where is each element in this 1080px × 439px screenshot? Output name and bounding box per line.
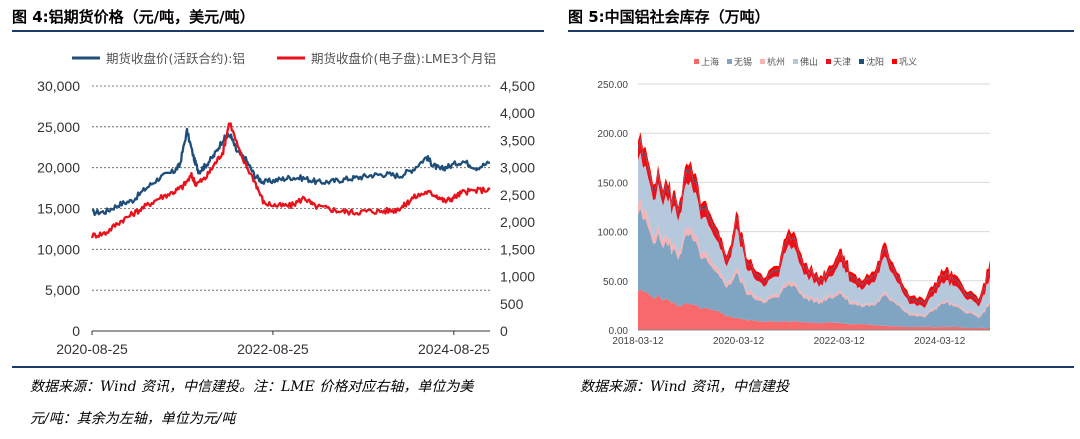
area-佛山 (638, 152, 990, 317)
x-tick-label: 2024-03-12 (914, 336, 966, 347)
y-right-tick-label: 1,000 (500, 269, 535, 285)
legend-label: 期货收盘价(电子盘):LME3个月铝 (311, 51, 496, 66)
legend-swatch (892, 59, 897, 64)
legend-label: 天津 (833, 57, 851, 68)
y-tick-label: 100.00 (597, 228, 628, 239)
y-right-tick-label: 0 (500, 323, 508, 339)
y-tick-label: 200.00 (597, 129, 628, 140)
y-left-tick-label: 25,000 (37, 119, 80, 135)
legend-label: 期货收盘价(活跃合约):铝 (106, 51, 245, 66)
legend-label: 沈阳 (866, 56, 884, 68)
legend-swatch (826, 59, 831, 64)
y-left-tick-label: 15,000 (37, 201, 80, 217)
legend-label: 佛山 (800, 56, 818, 68)
y-tick-label: 150.00 (597, 178, 628, 189)
y-right-tick-label: 3,500 (500, 132, 535, 148)
area-天津 (638, 140, 990, 308)
y-left-tick-label: 0 (72, 323, 80, 339)
legend-swatch (727, 59, 732, 64)
aluminium-futures-price-chart: 0 5,000 10,000 15,000 20,000 25,000 30,000 0 500… (37, 51, 535, 357)
y-left-tick-label: 5,000 (45, 282, 80, 298)
y-right-tick-label: 2,500 (500, 187, 535, 203)
right-title-rule (568, 30, 1074, 32)
y-tick-label: 0.00 (609, 326, 629, 337)
bottom-rule (12, 366, 1074, 368)
legend-swatch (694, 59, 699, 64)
y-right-tick-label: 500 (500, 296, 524, 312)
right-source-note: 数据来源：Wind 资讯，中信建投 (580, 379, 790, 395)
y-right-tick-label: 4,500 (500, 78, 535, 94)
x-tick-label: 2022-03-12 (814, 336, 866, 347)
legend-label: 上海 (701, 56, 719, 68)
y-right-tick-label: 1,500 (500, 241, 535, 257)
y-left-tick-label: 10,000 (37, 241, 80, 257)
left-source-note-line1: 数据来源：Wind 资讯，中信建投。注：LME 价格对应右轴，单位为美 (30, 379, 474, 395)
area-杭州 (638, 198, 990, 319)
aluminium-social-inventory-chart: 0.00 50.00 100.00 150.00 200.00 250.00 2018-03… (597, 56, 990, 347)
y-left-tick-label: 30,000 (37, 78, 80, 94)
left-title-rule (12, 30, 544, 32)
right-figure-title: 图 5:中国铝社会库存（万吨） (568, 8, 770, 26)
x-tick-label: 2024-08-25 (418, 341, 490, 357)
legend-label: 杭州 (767, 56, 785, 68)
y-right-tick-label: 2,000 (500, 214, 535, 230)
y-left-tick-label: 20,000 (37, 160, 80, 176)
area-上海 (638, 289, 990, 330)
y-right-tick-label: 4,000 (500, 105, 535, 121)
y-tick-label: 250.00 (597, 80, 628, 91)
series-line-shfe-aluminium (91, 127, 491, 217)
series-line-lme-aluminium (90, 122, 491, 239)
y-right-tick-label: 3,000 (500, 160, 535, 176)
legend-label: 无锡 (734, 57, 752, 68)
y-tick-label: 50.00 (603, 277, 628, 288)
x-tick-label: 2020-03-12 (713, 336, 765, 347)
left-source-note-line2: 元/吨：其余为左轴，单位为元/吨 (30, 411, 236, 427)
x-tick-label: 2018-03-12 (612, 336, 664, 347)
legend-swatch (760, 59, 765, 64)
x-tick-label: 2022-08-25 (237, 341, 309, 357)
x-tick-label: 2020-08-25 (56, 341, 128, 357)
area-无锡 (638, 208, 990, 329)
legend-swatch (793, 59, 798, 64)
legend-label: 巩义 (899, 57, 917, 68)
legend-swatch (859, 59, 864, 64)
left-figure-title: 图 4:铝期货价格（元/吨，美元/吨） (12, 8, 255, 26)
